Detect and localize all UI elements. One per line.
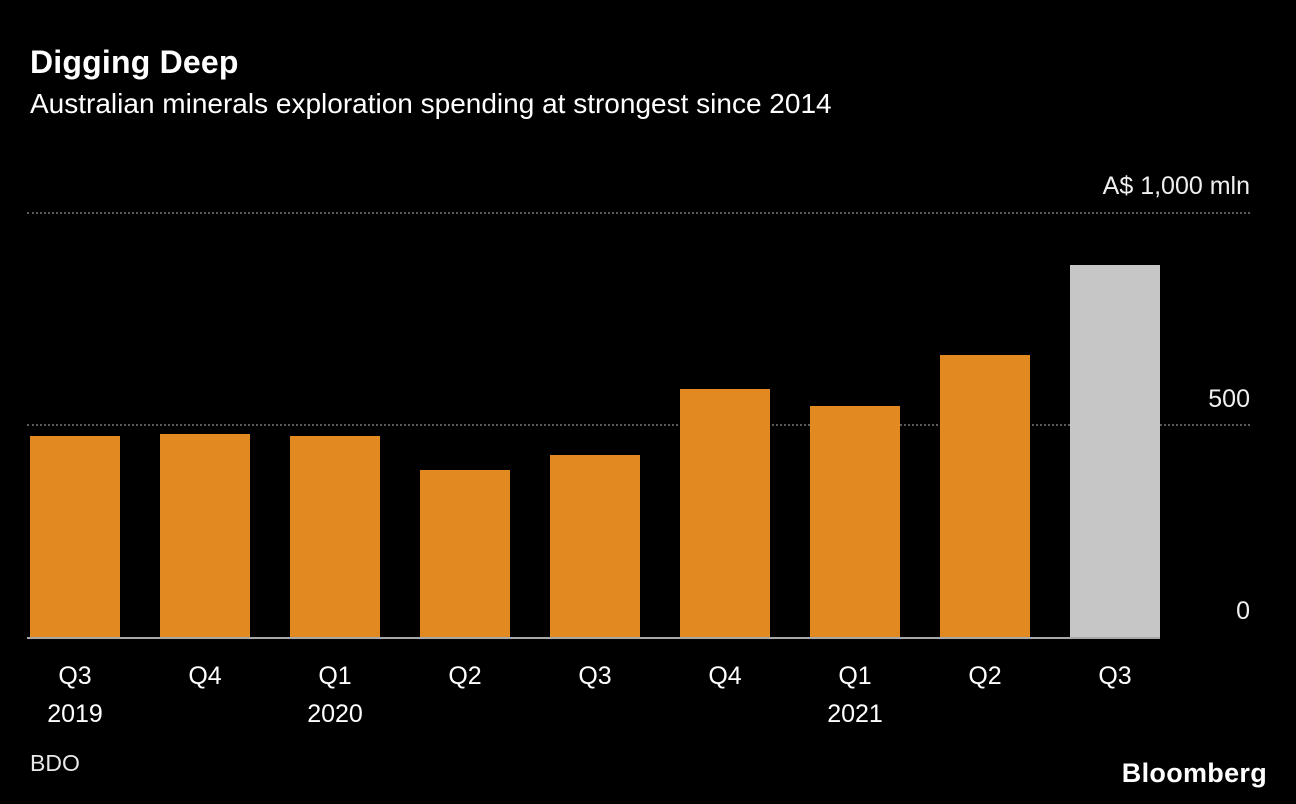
x-tick-label: Q1 xyxy=(838,662,872,690)
gridline-500 xyxy=(27,424,1250,426)
x-tick-label: Q4 xyxy=(708,662,742,690)
plot-area xyxy=(27,212,1160,638)
x-year-label: 2020 xyxy=(307,700,363,728)
bloomberg-logo: Bloomberg xyxy=(1121,758,1267,788)
x-tick-label: Q1 xyxy=(318,662,352,690)
x-tick-label: Q3 xyxy=(58,662,92,690)
source-label: BDO xyxy=(30,750,80,776)
y-axis-label-500: 500 xyxy=(1208,385,1250,413)
x-tick-label: Q3 xyxy=(578,662,612,690)
x-tick-label: Q2 xyxy=(448,662,482,690)
gridline-1000 xyxy=(27,212,1250,214)
x-year-label: 2021 xyxy=(827,700,883,728)
x-tick-label: Q4 xyxy=(188,662,222,690)
bar-q4-5 xyxy=(680,389,770,638)
bar-q2-7 xyxy=(940,355,1030,638)
bar-q2-3 xyxy=(420,470,510,638)
x-axis-line xyxy=(27,637,1160,639)
chart-subtitle: Australian minerals exploration spending… xyxy=(30,88,832,119)
chart-title: Digging Deep xyxy=(30,44,239,80)
bar-q3-0 xyxy=(30,436,120,638)
bar-q3-8-highlight xyxy=(1070,265,1160,638)
bar-q3-4 xyxy=(550,455,640,638)
x-year-label: 2019 xyxy=(47,700,103,728)
x-tick-label: Q3 xyxy=(1098,662,1132,690)
bar-q1-2 xyxy=(290,436,380,638)
bar-q1-6 xyxy=(810,406,900,638)
x-tick-label: Q2 xyxy=(968,662,1002,690)
y-axis-label-0: 0 xyxy=(1236,597,1250,625)
y-axis-label-1000: A$ 1,000 mln xyxy=(1102,172,1250,200)
bar-q4-1 xyxy=(160,434,250,638)
